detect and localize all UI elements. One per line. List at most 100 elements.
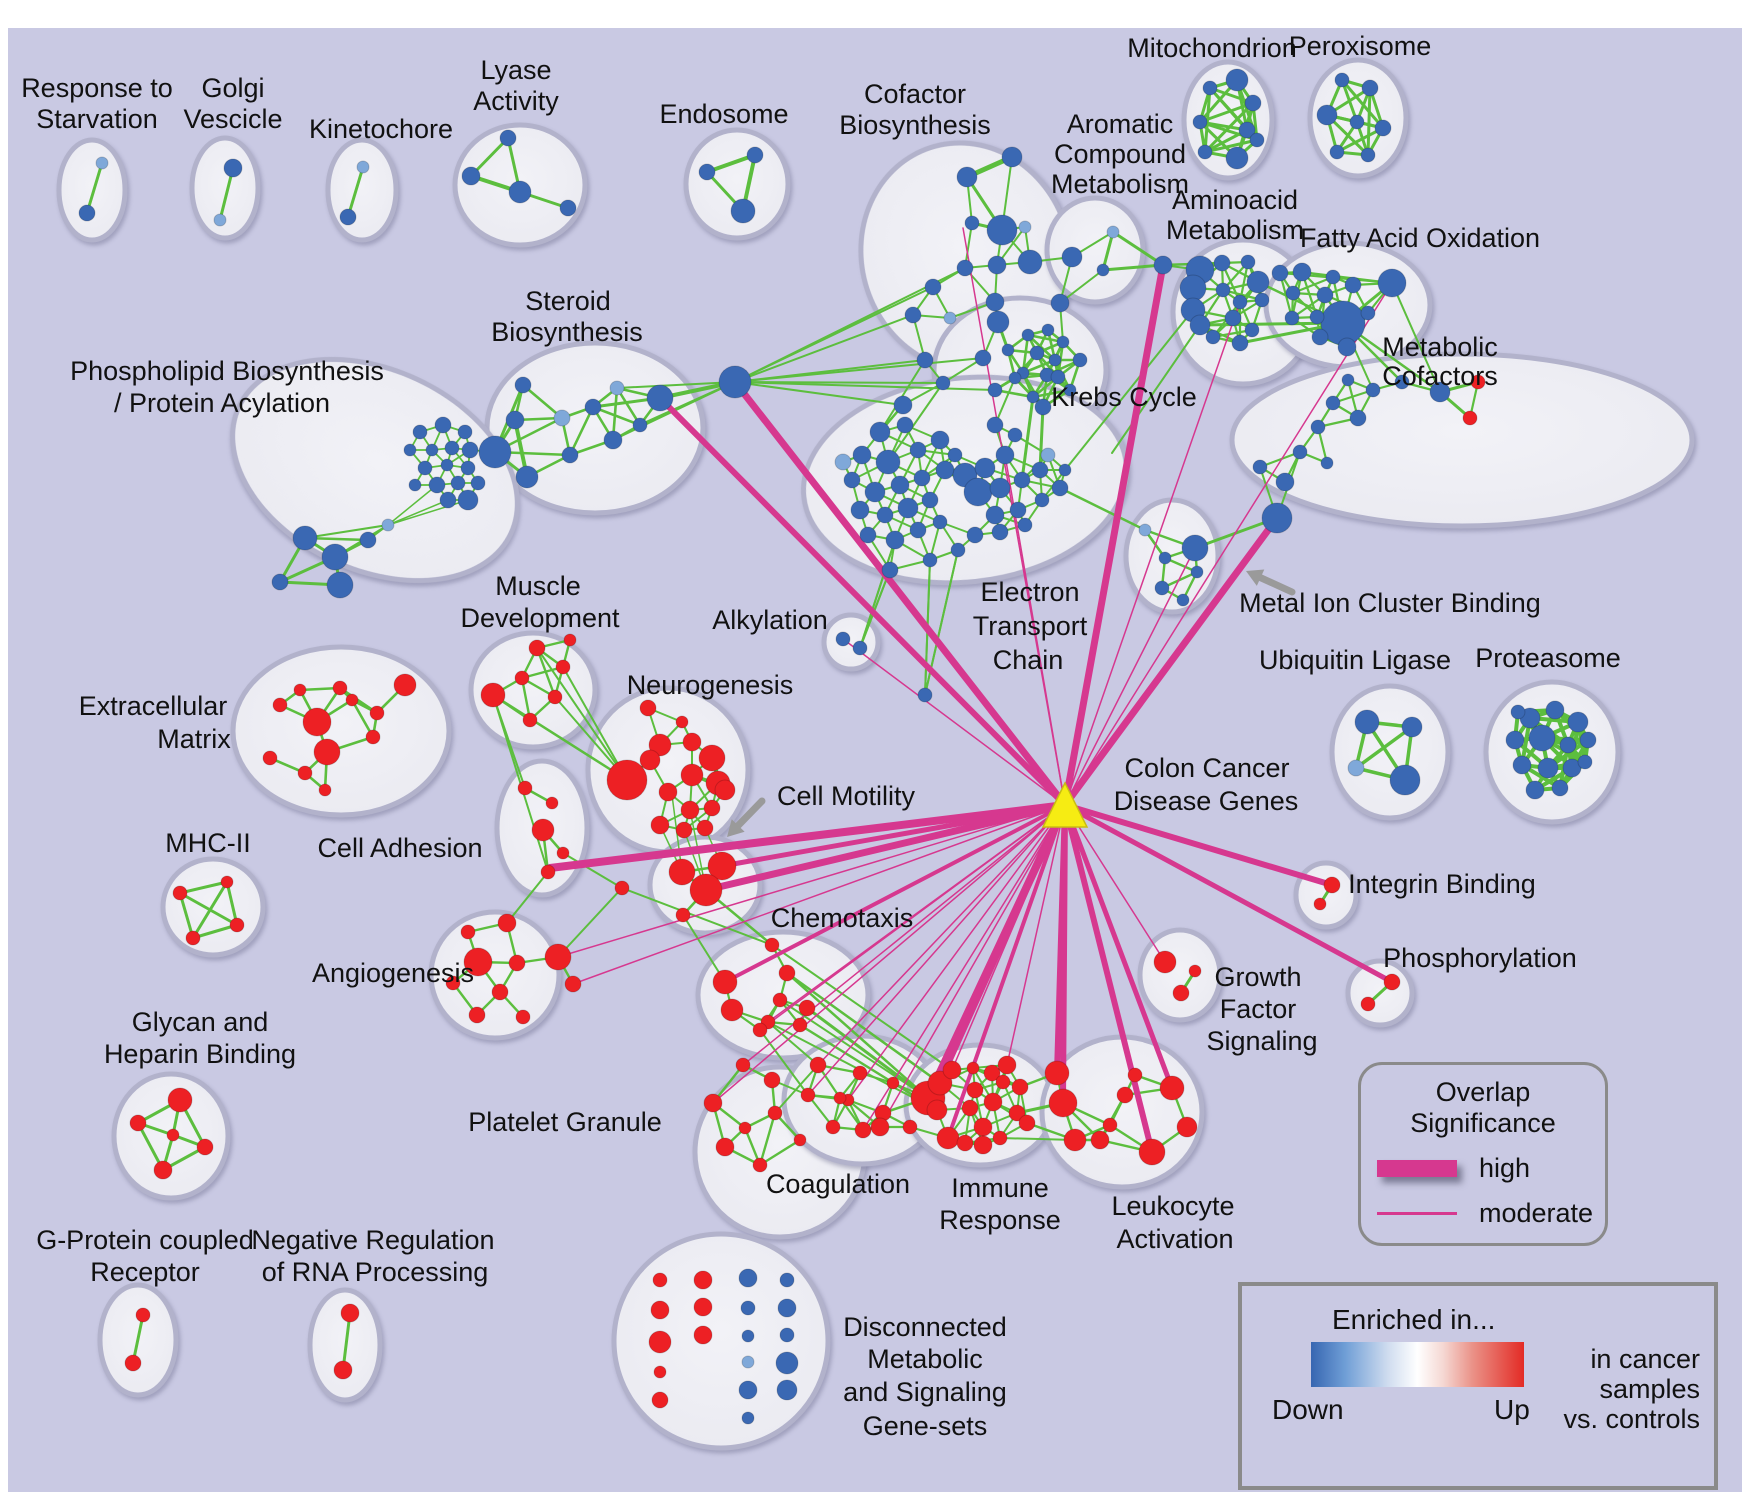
gene-set-edge	[191, 923, 239, 940]
gene-set-node	[564, 975, 582, 993]
gene-set-node	[1537, 757, 1559, 779]
gene-set-node	[603, 430, 623, 450]
gene-set-node	[1158, 551, 1172, 565]
gene-set-node	[540, 864, 556, 880]
gene-set-node	[1429, 381, 1451, 403]
gene-set-node	[1401, 716, 1423, 738]
gene-set-edge	[85, 161, 104, 215]
gene-set-node	[793, 1133, 807, 1147]
gene-set-node	[1176, 1116, 1198, 1138]
label-immune-response: Immune	[951, 1173, 1049, 1203]
high-significance-swatch	[1377, 1160, 1457, 1177]
inter-cluster-edge	[734, 357, 984, 383]
gene-set-node	[859, 526, 877, 544]
gene-set-node	[440, 458, 454, 472]
gene-set-node	[1172, 984, 1190, 1002]
gene-set-node	[1063, 383, 1077, 397]
label-peroxisome: Peroxisome	[1289, 31, 1432, 61]
overlap-edge-high	[702, 801, 1069, 894]
inter-cluster-edge	[1058, 486, 1147, 532]
gene-set-node	[1528, 724, 1556, 752]
gene-set-node	[457, 424, 473, 440]
gene-set-edge	[131, 1313, 145, 1365]
gene-set-node	[1365, 382, 1381, 398]
gene-set-node	[1559, 736, 1577, 754]
gene-set-node	[675, 715, 689, 729]
gene-set-node	[1040, 447, 1056, 463]
gene-set-node	[973, 1135, 993, 1155]
gene-set-node	[1360, 305, 1376, 321]
gene-set-node	[1048, 1088, 1078, 1118]
gene-set-edge	[705, 153, 757, 174]
overlap-edge-moderate	[557, 804, 1066, 958]
metal-ion-arrow	[1257, 574, 1296, 596]
gene-set-node	[869, 421, 891, 443]
gene-set-node	[864, 481, 886, 503]
gene-set-node	[675, 907, 691, 923]
label-mitochondrion: Mitochondrion	[1127, 33, 1297, 63]
overlap-edge-high	[1062, 802, 1155, 1155]
label-response-starvation: Response to	[21, 73, 173, 103]
inter-cluster-edge	[805, 1006, 930, 1100]
gene-set-node	[293, 683, 307, 697]
gene-set-node	[987, 382, 1003, 398]
gene-set-node	[1179, 274, 1207, 302]
enrichment-note: in cancer samples vs. controls	[1563, 1344, 1700, 1434]
gene-set-node	[508, 954, 526, 972]
cluster-ellipse-response-starvation	[56, 137, 128, 243]
overlap-edge-high	[1061, 514, 1281, 809]
gene-set-node	[1213, 254, 1231, 272]
gene-set-node	[365, 729, 381, 745]
gene-set-node	[800, 1087, 816, 1103]
gene-set-node	[698, 163, 716, 181]
gene-set-node	[1048, 353, 1062, 367]
gene-set-node	[531, 818, 555, 842]
gene-set-node	[1202, 80, 1218, 96]
inter-cluster-edge	[1020, 395, 1035, 482]
gene-set-edge	[1366, 86, 1372, 157]
gene-set-node	[974, 457, 996, 479]
gene-set-node	[639, 749, 661, 771]
overlap-edge-moderate	[817, 804, 1066, 1066]
gene-set-node	[514, 670, 530, 686]
gene-set-node	[1329, 144, 1345, 160]
label-g-protein-coupled-receptor: Receptor	[90, 1257, 200, 1287]
gene-set-node	[1090, 1130, 1110, 1150]
label-ubiquitin-ligase: Ubiquitin Ligase	[1259, 645, 1451, 675]
inter-cluster-edge	[734, 314, 914, 383]
gene-set-node	[835, 631, 851, 647]
gene-set-edge	[1101, 230, 1115, 272]
overlap-edge-moderate	[572, 804, 1066, 985]
gene-set-node	[153, 1160, 173, 1180]
gene-set-node	[693, 1297, 713, 1317]
gene-set-node	[1344, 276, 1362, 294]
gene-set-node	[718, 365, 752, 399]
gene-set-node	[445, 975, 461, 991]
label-metabolic-cofactors: Metabolic	[1382, 332, 1498, 362]
gene-set-node	[1011, 1078, 1029, 1096]
gene-set-node	[772, 992, 788, 1008]
gene-set-node	[461, 166, 481, 186]
inter-cluster-edge	[767, 1021, 819, 1066]
gene-set-node	[1311, 328, 1329, 346]
gene-set-edge	[1031, 388, 1072, 399]
gene-set-node	[166, 1128, 180, 1142]
gene-set-node	[850, 500, 870, 520]
inter-cluster-edge	[771, 944, 953, 1071]
gene-set-node	[924, 278, 942, 296]
gene-set-node	[658, 782, 678, 802]
label-kinetochore: Kinetochore	[309, 114, 453, 144]
gene-set-node	[332, 680, 348, 696]
gene-set-node	[961, 1099, 979, 1117]
gene-set-node	[1347, 759, 1365, 777]
label-neurogenesis: Neurogenesis	[627, 670, 794, 700]
gene-set-node	[339, 208, 357, 226]
overlap-edge-moderate	[1006, 804, 1066, 1066]
overlap-legend-title-1: Overlap	[1435, 1077, 1531, 1107]
label-krebs-cycle: Krebs Cycle	[1051, 382, 1197, 412]
gene-set-node	[468, 1006, 486, 1024]
gene-set-node	[220, 875, 234, 889]
gene-set-node	[369, 705, 385, 721]
inter-cluster-edge	[1111, 324, 1201, 454]
